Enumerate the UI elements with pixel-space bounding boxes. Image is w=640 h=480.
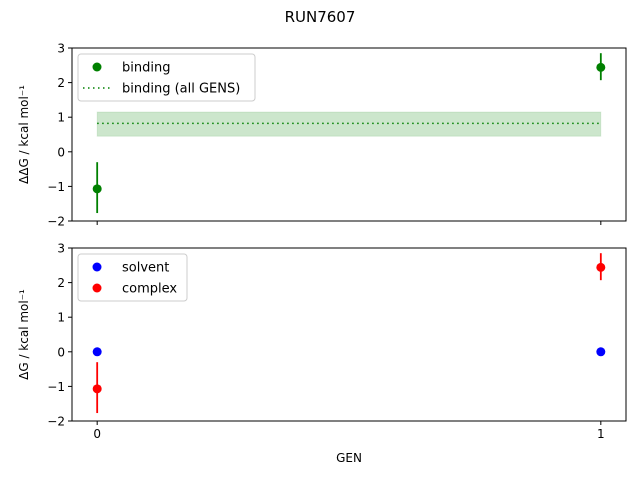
legend-marker bbox=[92, 262, 102, 272]
y-tick-label: −2 bbox=[47, 215, 65, 229]
y-tick-label: 1 bbox=[57, 311, 65, 325]
legend: solvent complex bbox=[77, 253, 188, 302]
x-axis-label: GEN bbox=[336, 451, 362, 465]
legend: binding binding (all GENS) bbox=[77, 53, 256, 102]
y-tick-label: −1 bbox=[47, 380, 65, 394]
legend-label: complex bbox=[122, 282, 177, 297]
data-point-complex bbox=[596, 262, 606, 272]
y-tick-label: 3 bbox=[57, 242, 65, 256]
confidence-band bbox=[96, 111, 602, 137]
x-tick-label: 1 bbox=[597, 427, 605, 441]
legend-marker bbox=[92, 283, 102, 293]
legend-label: solvent bbox=[122, 261, 169, 276]
y-tick-label: 2 bbox=[57, 76, 65, 90]
y-tick-label: 1 bbox=[57, 111, 65, 125]
y-tick-label: 2 bbox=[57, 276, 65, 290]
legend-label: binding (all GENS) bbox=[122, 82, 240, 97]
y-tick-label: 0 bbox=[57, 345, 65, 359]
y-axis-label: ΔG / kcal mol⁻¹ bbox=[17, 289, 31, 380]
data-point-binding bbox=[596, 62, 606, 72]
x-tick-label: 0 bbox=[93, 427, 101, 441]
legend-marker bbox=[92, 62, 102, 72]
data-point-solvent bbox=[596, 347, 606, 357]
axes-frame bbox=[71, 47, 627, 222]
y-tick-label: −2 bbox=[47, 415, 65, 429]
figure-title: RUN7607 bbox=[285, 8, 356, 26]
y-tick-label: −1 bbox=[47, 180, 65, 194]
legend-box bbox=[77, 53, 256, 102]
data-point-complex bbox=[92, 384, 102, 394]
legend-label: binding bbox=[122, 61, 170, 76]
data-point-solvent bbox=[92, 347, 102, 357]
subplot-1: −2 −1 0 1 2 3 ΔΔG / kcal mol⁻¹ binding binding (… bbox=[17, 42, 627, 229]
y-tick-label: 0 bbox=[57, 145, 65, 159]
axes-frame bbox=[71, 247, 627, 422]
subplot-2: −2 −1 0 1 2 3 0 1 ΔG / kcal mol⁻¹ GEN solvent compl… bbox=[17, 242, 627, 465]
data-point-binding bbox=[92, 184, 102, 194]
legend-box bbox=[77, 253, 188, 302]
y-axis-label: ΔΔG / kcal mol⁻¹ bbox=[17, 85, 31, 184]
y-tick-label: 3 bbox=[57, 42, 65, 56]
